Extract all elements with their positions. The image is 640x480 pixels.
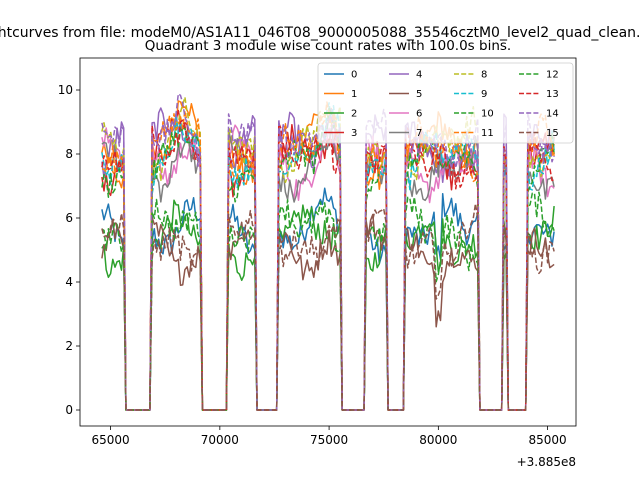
- legend-label-15: 15: [546, 128, 559, 139]
- x-axis: 65000 70000 75000 80000 85000: [91, 426, 567, 447]
- chart-title: Quadrant 3 module wise count rates with …: [145, 38, 511, 54]
- y-axis: 0 2 4 6 8 10: [58, 83, 80, 417]
- legend-label-3: 3: [351, 128, 357, 139]
- series-line-11: [101, 101, 555, 411]
- legend-label-5: 5: [416, 89, 422, 100]
- x-tick-label: 70000: [201, 433, 239, 447]
- x-tick-label: 75000: [310, 433, 348, 447]
- legend-label-9: 9: [481, 89, 487, 100]
- y-tick-label: 4: [65, 275, 73, 289]
- legend-label-1: 1: [351, 89, 357, 100]
- y-tick-label: 8: [65, 147, 73, 161]
- figure-suptitle: Lightcurves from file: modeM0/AS1A11_046…: [0, 25, 640, 41]
- legend-label-7: 7: [416, 128, 422, 139]
- x-offset-label: +3.885e8: [517, 455, 576, 469]
- legend-label-6: 6: [416, 109, 422, 120]
- plot-frame: [79, 57, 577, 427]
- y-tick-label: 6: [65, 211, 73, 225]
- x-tick-label: 85000: [529, 433, 567, 447]
- legend-label-13: 13: [546, 89, 559, 100]
- y-tick-label: 2: [65, 339, 73, 353]
- legend-frame: [317, 62, 574, 144]
- x-tick-label: 65000: [91, 433, 129, 447]
- legend-label-4: 4: [416, 70, 422, 81]
- legend-label-14: 14: [546, 109, 559, 120]
- legend-label-12: 12: [546, 70, 559, 81]
- x-tick-label: 80000: [419, 433, 457, 447]
- series-line-15: [101, 202, 555, 411]
- legend-label-11: 11: [481, 128, 494, 139]
- legend-label-8: 8: [481, 70, 487, 81]
- y-tick-label: 0: [65, 403, 73, 417]
- legend-label-0: 0: [351, 70, 357, 81]
- legend-label-10: 10: [481, 109, 494, 120]
- y-tick-label: 10: [58, 83, 73, 97]
- legend-label-2: 2: [351, 109, 357, 120]
